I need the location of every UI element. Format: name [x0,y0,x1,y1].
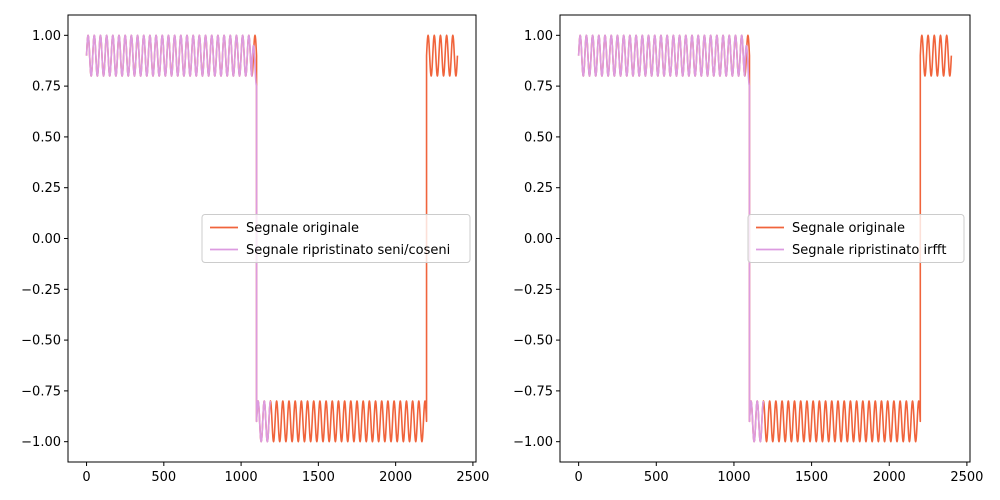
legend-label: Segnale originale [792,221,905,236]
x-tick-label: 2500 [950,470,983,485]
y-tick-label: 1.00 [32,29,61,44]
x-tick-label: 0 [82,470,90,485]
x-tick-label: 2000 [379,470,412,485]
legend-label: Segnale originale [246,221,359,236]
y-tick-label: 1.00 [524,29,553,44]
y-tick-label: −0.50 [513,334,553,349]
legend: Segnale originale Segnale ripristinato se… [201,214,471,263]
y-tick-label: 0.50 [32,130,61,145]
y-tick-label: 0.75 [524,80,553,95]
y-tick-label: −1.00 [21,435,61,450]
y-tick-label: −0.75 [513,384,553,399]
legend-box [201,214,471,263]
x-tick-label: 2000 [873,470,906,485]
x-tick-label: 500 [644,470,669,485]
x-tick-label: 1500 [795,470,828,485]
y-tick-label: −0.25 [513,283,553,298]
y-tick-label: −0.25 [21,283,61,298]
x-tick-label: 2500 [456,470,489,485]
series-line-restored [577,34,765,443]
x-tick-label: 0 [574,470,582,485]
y-tick-label: 0.75 [32,80,61,95]
y-tick-label: 0.00 [32,232,61,247]
y-tick-label: −0.75 [21,384,61,399]
legend: Segnale originale Segnale ripristinato ir… [747,214,965,263]
x-tick-label: 500 [151,470,176,485]
x-tick-label: 1000 [717,470,750,485]
y-tick-label: 0.25 [32,181,61,196]
chart-panel-2: 0 500 1000 1500 2000 2500 1.00 0.75 0.50 0.25 0.00… [513,14,983,485]
y-tick-label: −1.00 [513,435,553,450]
x-tick-label: 1000 [225,470,258,485]
y-tick-label: −0.50 [21,334,61,349]
x-tick-label: 1500 [302,470,335,485]
series-line-restored [85,34,272,443]
y-tick-label: 0.00 [524,232,553,247]
legend-label: Segnale ripristinato irfft [792,243,947,258]
legend-label: Segnale ripristinato seni/coseni [246,243,450,258]
chart-panel-1: 0 500 1000 1500 2000 2500 1.00 0.75 0.50 0.25 0.00… [21,14,489,485]
legend-box [747,214,965,263]
y-tick-label: 0.50 [524,130,553,145]
y-tick-label: 0.25 [524,181,553,196]
